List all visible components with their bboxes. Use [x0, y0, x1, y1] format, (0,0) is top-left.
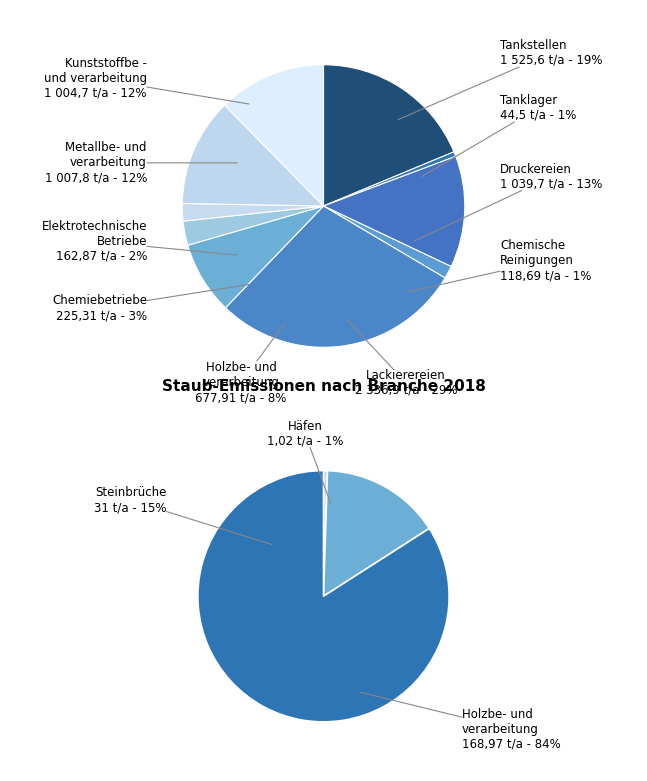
Wedge shape: [324, 206, 451, 278]
Wedge shape: [183, 206, 324, 245]
Wedge shape: [225, 65, 324, 206]
Text: Kunststoffbe -
und verarbeitung
1 004,7 t/a - 12%: Kunststoffbe - und verarbeitung 1 004,7 …: [44, 57, 249, 104]
Text: Chemische
Reinigungen
118,69 t/a - 1%: Chemische Reinigungen 118,69 t/a - 1%: [406, 240, 591, 292]
Wedge shape: [182, 105, 324, 206]
Text: Elektrotechnische
Betriebe
162,87 t/a - 2%: Elektrotechnische Betriebe 162,87 t/a - …: [41, 219, 237, 263]
Wedge shape: [226, 206, 445, 348]
Text: Lackierereien
2 336,9 t/a - 29%: Lackierereien 2 336,9 t/a - 29%: [347, 319, 457, 397]
Text: Tanklager
44,5 t/a - 1%: Tanklager 44,5 t/a - 1%: [422, 94, 576, 177]
Text: Metallbe- und
verarbeitung
1 007,8 t/a - 12%: Metallbe- und verarbeitung 1 007,8 t/a -…: [45, 141, 237, 184]
Wedge shape: [182, 204, 324, 221]
Wedge shape: [324, 471, 430, 596]
Text: Druckereien
1 039,7 t/a - 13%: Druckereien 1 039,7 t/a - 13%: [413, 162, 602, 241]
Wedge shape: [188, 206, 324, 308]
Wedge shape: [324, 156, 465, 266]
Text: Steinbrüche
31 t/a - 15%: Steinbrüche 31 t/a - 15%: [94, 486, 272, 544]
Wedge shape: [324, 471, 327, 596]
Wedge shape: [324, 65, 454, 206]
Text: Häfen
1,02 t/a - 1%: Häfen 1,02 t/a - 1%: [267, 419, 343, 504]
Wedge shape: [324, 152, 455, 206]
Text: Holzbe- und
verarbeitung
677,91 t/a - 8%: Holzbe- und verarbeitung 677,91 t/a - 8%: [195, 324, 287, 404]
Wedge shape: [198, 471, 449, 722]
Text: Tankstellen
1 525,6 t/a - 19%: Tankstellen 1 525,6 t/a - 19%: [398, 39, 602, 119]
Title: Staub-Emissionen nach Branche 2018: Staub-Emissionen nach Branche 2018: [162, 379, 485, 394]
Text: Holzbe- und
verarbeitung
168,97 t/a - 84%: Holzbe- und verarbeitung 168,97 t/a - 84…: [360, 692, 561, 751]
Text: Chemiebetriebe
225,31 t/a - 3%: Chemiebetriebe 225,31 t/a - 3%: [52, 284, 249, 322]
